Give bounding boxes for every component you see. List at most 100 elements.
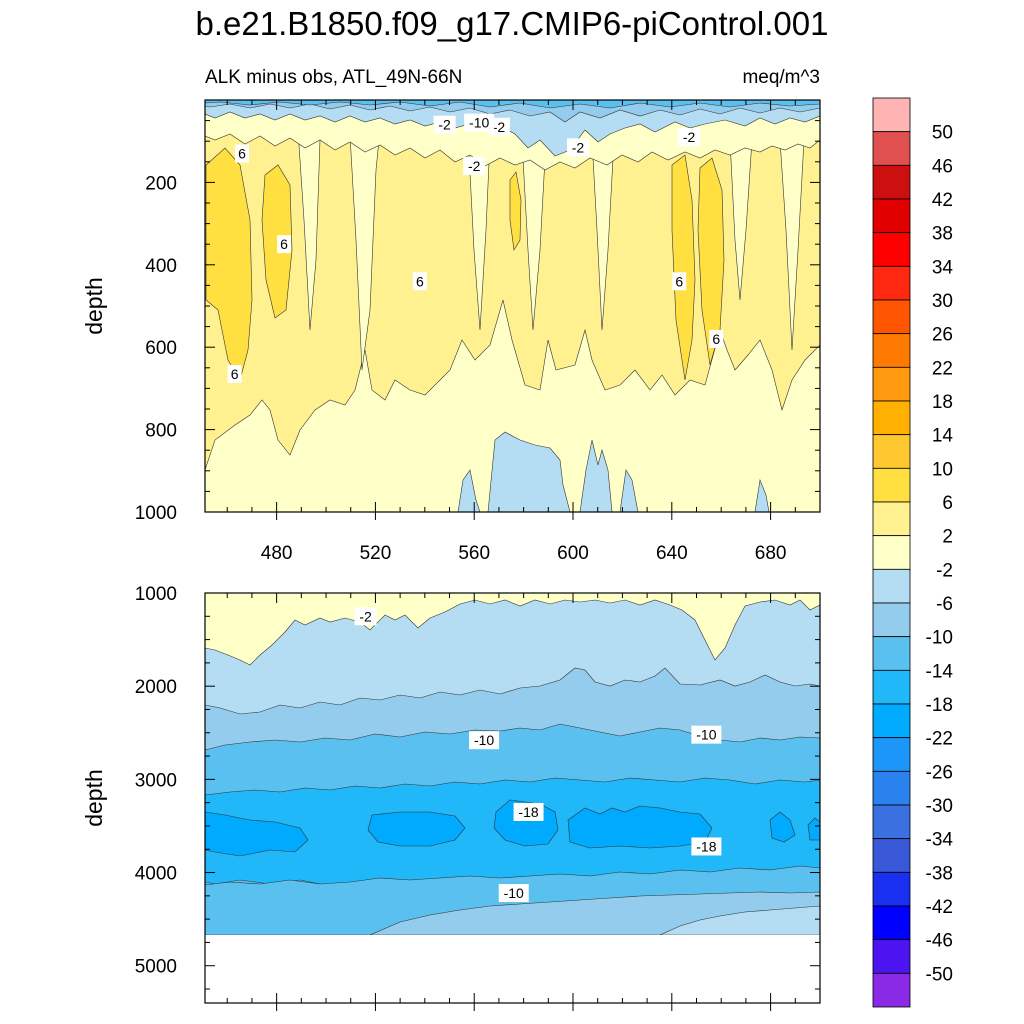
colorbar: 50 46 42 38 34 30 26 22 18 14 10 6 2 -2 -6 -10 -14 -18 -22…: [872, 97, 954, 1008]
contour-label-box: [691, 837, 722, 856]
upper-deep-blue-3: [579, 439, 613, 512]
y-tick-label: 800: [145, 421, 177, 442]
upper-deep-blue-2: [487, 431, 571, 512]
colorbar-label: -42: [926, 897, 953, 918]
contour-label-text: -2: [468, 158, 481, 174]
colorbar-swatch: [872, 299, 911, 335]
contour-label-box: [498, 884, 529, 903]
contour-label: 6: [672, 272, 687, 291]
colorbar-label: 14: [932, 426, 954, 447]
figure-title: b.e21.B1850.f09_g17.CMIP6-piControl.001: [195, 5, 829, 42]
colorbar-swatch: [872, 333, 911, 368]
colorbar-swatch: [872, 905, 911, 941]
y-tick-label: 1000: [135, 503, 177, 524]
contour-label-text: -2: [493, 119, 506, 135]
x-tick-label: 600: [557, 543, 589, 564]
colorbar-swatch: [872, 669, 911, 705]
contour-label: 6: [277, 235, 292, 254]
contour-label-box: [412, 272, 427, 291]
upper-deep-blue-1: [457, 469, 481, 512]
colorbar-label: -30: [926, 796, 953, 817]
lower-panel-field: [205, 593, 820, 935]
lower-band-neg6-deep: [659, 905, 820, 935]
contour-label: -2: [354, 607, 377, 626]
contour-label: 6: [412, 272, 427, 291]
contour-label: -10: [464, 113, 495, 132]
colorbar-swatch: [872, 164, 911, 200]
colorbar-label: 46: [932, 156, 953, 177]
contour-label-text: -2: [438, 117, 451, 133]
subtitle-right-units: meq/m^3: [742, 67, 820, 88]
x-tick-label: 520: [360, 543, 392, 564]
colorbar-label: 42: [932, 190, 953, 211]
colorbar-label: -14: [926, 661, 954, 682]
colorbar-swatch: [872, 467, 911, 503]
colorbar-label: -22: [926, 729, 953, 750]
contour-label-text: 6: [416, 273, 424, 289]
lower-core-5: [769, 811, 796, 843]
upper-deep-blue-4: [619, 469, 639, 512]
colorbar-label: 18: [932, 392, 953, 413]
lower-panel-frame: [204, 592, 821, 1004]
colorbar-swatch: [872, 568, 911, 604]
lower-core-1: [205, 811, 309, 857]
colorbar-label: -18: [926, 695, 953, 716]
contour-label-box: [227, 364, 242, 383]
colorbar-swatch: [872, 400, 911, 436]
x-tick-label: 640: [656, 543, 688, 564]
contour-label: -2: [678, 128, 701, 147]
contour-label-text: 6: [280, 236, 288, 252]
colorbar-swatch: [872, 871, 911, 907]
colorbar-swatch: [872, 198, 911, 234]
contour-label-box: [354, 607, 377, 626]
y-tick-label: 5000: [135, 957, 177, 978]
colorbar-label: 10: [932, 459, 953, 480]
colorbar-label: 22: [932, 358, 953, 379]
contour-label-box: [709, 329, 724, 348]
contour-label-text: -18: [696, 838, 716, 854]
colorbar-swatch: [872, 265, 911, 301]
colorbar-swatch: [872, 232, 911, 267]
contour-label-box: [678, 128, 701, 147]
lower-core-2: [367, 811, 466, 847]
contour-label-box: [463, 156, 486, 175]
contour-label-text: 6: [238, 146, 246, 162]
upper-max-1: [205, 147, 253, 381]
upper-deep-band-neg2-2: [205, 299, 820, 512]
colorbar-label: -34: [926, 830, 954, 851]
colorbar-swatch: [872, 501, 911, 537]
contour-label: -18: [691, 837, 722, 856]
axes-layer: 200 400 600 800 1000 depth 480 520 560 600 640 680 1…: [81, 99, 821, 1011]
contour-label-box: [235, 144, 250, 163]
contour-label-box: [433, 115, 456, 134]
colorbar-swatch: [872, 737, 911, 772]
colorbar-swatch: [872, 434, 911, 469]
contour-label: -18: [513, 802, 544, 821]
contour-label-box: [691, 725, 722, 744]
upper-surface-blue: [205, 100, 820, 157]
upper-deep-blue-5: [754, 478, 770, 512]
colorbar-label: 2: [942, 527, 953, 548]
contour-label-box: [672, 272, 687, 291]
x-tick-label: 480: [261, 543, 293, 564]
colorbar-label: -2: [936, 560, 953, 581]
upper-max-3: [671, 154, 696, 381]
contour-label: 6: [709, 329, 724, 348]
y-tick-label: 3000: [135, 770, 177, 791]
upper-surface-strong: [205, 100, 820, 109]
colorbar-swatch: [872, 535, 911, 570]
contour-label-box: [513, 802, 544, 821]
colorbar-swatch: [872, 131, 911, 166]
colorbar-label: 26: [932, 325, 953, 346]
contour-label-text: -18: [518, 804, 538, 820]
lower-core-6: [807, 817, 820, 841]
contour-label: -2: [433, 115, 456, 134]
contour-label: -2: [566, 138, 589, 157]
upper-panel-field: [205, 100, 820, 512]
contour-label-text: -10: [696, 727, 716, 743]
contour-label: 6: [235, 144, 250, 163]
colorbar-label: -50: [926, 964, 953, 985]
contour-label-text: -10: [474, 732, 494, 748]
